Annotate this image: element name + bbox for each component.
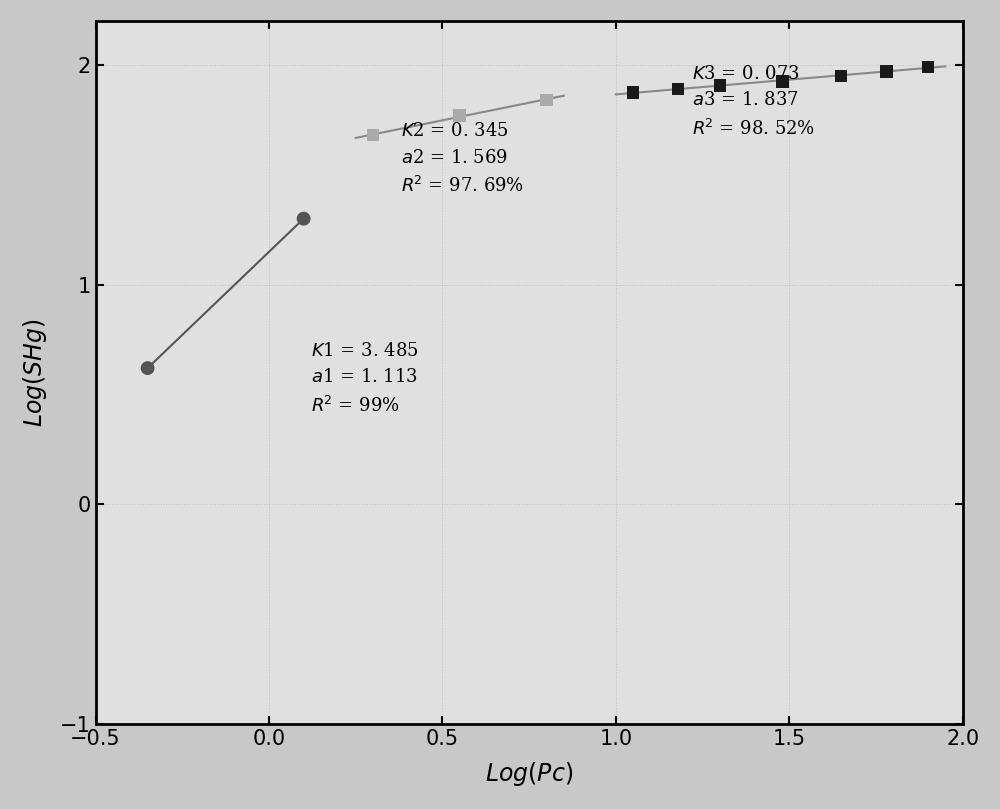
- Point: [625, 86, 641, 99]
- Point: [774, 74, 790, 87]
- Point: [878, 65, 894, 78]
- Text: $\it{K}$3 = 0. 073
$\it{a}$3 = 1. 837
$\it{R}$$^2$ = 98. 52%: $\it{K}$3 = 0. 073 $\it{a}$3 = 1. 837 $\…: [692, 65, 815, 139]
- Point: [452, 109, 468, 122]
- X-axis label: $\it{Log(Pc)}$: $\it{Log(Pc)}$: [485, 760, 573, 788]
- Point: [538, 94, 554, 107]
- Text: $\it{K}$1 = 3. 485
$\it{a}$1 = 1. 113
$\it{R}$$^2$ = 99%: $\it{K}$1 = 3. 485 $\it{a}$1 = 1. 113 $\…: [311, 342, 418, 416]
- Point: [140, 362, 156, 375]
- Y-axis label: $\it{Log(SHg)}$: $\it{Log(SHg)}$: [21, 318, 49, 427]
- Point: [712, 79, 728, 92]
- Point: [365, 129, 381, 142]
- Point: [920, 61, 936, 74]
- Point: [833, 70, 849, 83]
- Point: [296, 212, 312, 225]
- Point: [670, 83, 686, 95]
- Text: $\it{K}$2 = 0. 345
$\it{a}$2 = 1. 569
$\it{R}$$^2$ = 97. 69%: $\it{K}$2 = 0. 345 $\it{a}$2 = 1. 569 $\…: [401, 122, 524, 197]
